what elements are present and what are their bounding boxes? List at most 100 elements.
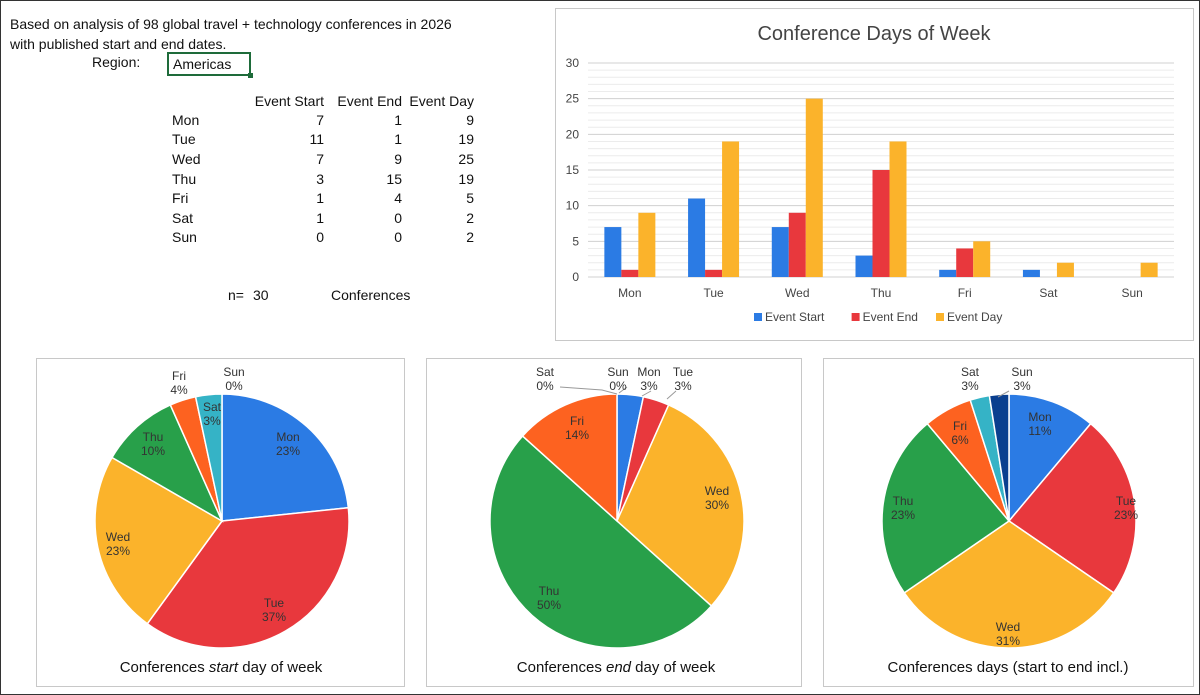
pie-pct-tue: 37%	[262, 610, 286, 624]
pie-pct-thu: 10%	[141, 444, 165, 458]
y-tick-label: 30	[566, 56, 580, 70]
pie-label-sun: Sun	[607, 365, 628, 379]
pie-pct-thu: 50%	[537, 598, 561, 612]
pie-title: Conferences end day of week	[517, 659, 716, 676]
n-label: n=	[228, 287, 244, 303]
legend-label: Event End	[863, 310, 918, 324]
header-event-end: Event End	[337, 93, 402, 109]
row-end: 0	[394, 209, 402, 226]
pie-label-mon: Mon	[637, 365, 660, 379]
y-tick-label: 5	[572, 234, 579, 248]
row-end: 9	[394, 150, 402, 167]
row-start: 3	[316, 170, 324, 187]
region-selector-cell[interactable]: Americas	[167, 52, 253, 78]
legend-swatch	[936, 313, 944, 321]
table-row: Thu 3 15 19	[166, 169, 474, 189]
pie-label-sun: Sun	[1011, 365, 1032, 379]
pie-title: Conferences start day of week	[120, 659, 323, 676]
pie-label-fri: Fri	[953, 419, 967, 433]
pie-pct-sat: 3%	[203, 414, 221, 428]
pie-title-text: day of week	[238, 659, 323, 676]
bar-sat-event-day	[1056, 262, 1074, 277]
pie-slice-tue	[1007, 422, 1137, 594]
bar-thu-event-day	[889, 141, 907, 277]
y-tick-label: 0	[572, 270, 579, 284]
pie-end-panel[interactable]: Mon 3% Tue 3% Wed 30% Thu 50% Fri 14% Sat 0% Sun 0% Co…	[426, 358, 802, 687]
row-event-day: 5	[466, 190, 474, 207]
bar-tue-event-start	[688, 198, 706, 277]
leader-line	[559, 386, 618, 395]
pie-label-sat: Sat	[961, 365, 980, 379]
pie-slice-mon	[1008, 393, 1092, 524]
row-event-day: 25	[458, 150, 474, 167]
pie-pct-mon: 11%	[1028, 424, 1051, 438]
pie-label-wed: Wed	[996, 620, 1020, 634]
row-day: Sat	[172, 209, 194, 226]
bar-thu-event-end	[872, 170, 890, 277]
pie-label-thu: Thu	[539, 584, 560, 598]
header-blank	[166, 92, 230, 110]
pie-title-text: Conferences	[120, 659, 209, 676]
day-counts-table: Event Start Event End Event Day Mon 7 1 9 T…	[166, 92, 474, 247]
header-event-start: Event Start	[254, 93, 324, 109]
pie-pct-thu: 23%	[891, 508, 915, 522]
table-row: Fri 1 4 5	[166, 188, 474, 208]
x-tick-label: Fri	[958, 286, 972, 300]
row-start: 1	[316, 209, 324, 226]
pie-title-emphasis: start	[209, 659, 239, 676]
table-row: Sat 1 0 2	[166, 208, 474, 228]
pie-label-sat: Sat	[536, 365, 555, 379]
pie-days-panel[interactable]: Mon 11% Tue 23% Wed 31% Thu 23% Fri 6% Sat 3% Sun 3% C…	[823, 358, 1194, 687]
pie-pct-sun: 0%	[225, 379, 243, 393]
bar-fri-event-end	[956, 248, 974, 277]
row-day: Thu	[172, 170, 197, 187]
intro-text: Based on analysis of 98 global travel + …	[10, 14, 452, 54]
row-event-day: 19	[458, 131, 474, 148]
bar-mon-event-day	[638, 212, 656, 277]
legend-swatch	[851, 313, 860, 321]
pie-pct-tue: 3%	[674, 379, 692, 393]
leader-line	[666, 390, 677, 400]
leader-line	[641, 390, 652, 397]
pie-slice-wed	[616, 403, 745, 608]
n-unit: Conferences	[331, 287, 411, 303]
pie-slice-thu	[489, 434, 713, 649]
pie-title-text: day of week	[631, 659, 716, 676]
intro-line-2: with published start and end dates.	[10, 36, 227, 52]
pie-slice-tue	[146, 506, 350, 649]
pie-title-text: Conferences	[517, 659, 606, 676]
y-tick-label: 15	[566, 163, 580, 177]
pie-title: Conferences days (start to end incl.)	[888, 659, 1129, 676]
pie-pct-fri: 6%	[951, 433, 969, 447]
bar-chart-panel[interactable]: Conference Days of Week 0 5 10 15 20 25 30 Mon Tu…	[555, 8, 1194, 341]
bar-sun-event-day	[1140, 262, 1158, 277]
pie-pct-fri: 14%	[565, 428, 589, 442]
row-start: 7	[316, 111, 324, 128]
pie-pct-wed: 30%	[705, 498, 729, 512]
pie-chart-start: Mon23%Tue37%Wed23%Thu10%Fri4%Sat3%Sun0%C…	[94, 365, 350, 676]
pie-label-thu: Thu	[893, 494, 914, 508]
pie-title-text: Conferences days (start to end incl.)	[888, 659, 1129, 676]
pie-pct-wed: 31%	[996, 634, 1020, 648]
bar-fri-event-day	[973, 241, 991, 277]
bar-fri-event-start	[939, 269, 957, 277]
row-start: 1	[316, 190, 324, 207]
row-event-day: 2	[466, 229, 474, 246]
pie-slice-mon	[221, 393, 350, 522]
x-tick-label: Mon	[618, 286, 641, 300]
pie-label-wed: Wed	[705, 484, 729, 498]
pie-label-sun: Sun	[223, 365, 244, 379]
pie-pct-mon: 23%	[276, 444, 300, 458]
pie-slice-thu	[881, 422, 1011, 594]
pie-label-sat: Sat	[203, 400, 222, 414]
row-start: 7	[316, 150, 324, 167]
row-start: 11	[309, 131, 324, 148]
pie-slice-fri	[521, 393, 618, 523]
bar-tue-event-day	[722, 141, 740, 277]
pie-start-panel[interactable]: Mon 23% Tue 37% Wed 23% Thu 10% Fri 4% Sat 3% Sun 0% C…	[36, 358, 405, 687]
row-event-day: 9	[466, 111, 474, 128]
bar-thu-event-start	[855, 255, 873, 277]
table-row: Sun 0 0 2	[166, 228, 474, 248]
legend-swatch	[754, 313, 762, 321]
pie-pct-mon: 3%	[640, 379, 658, 393]
